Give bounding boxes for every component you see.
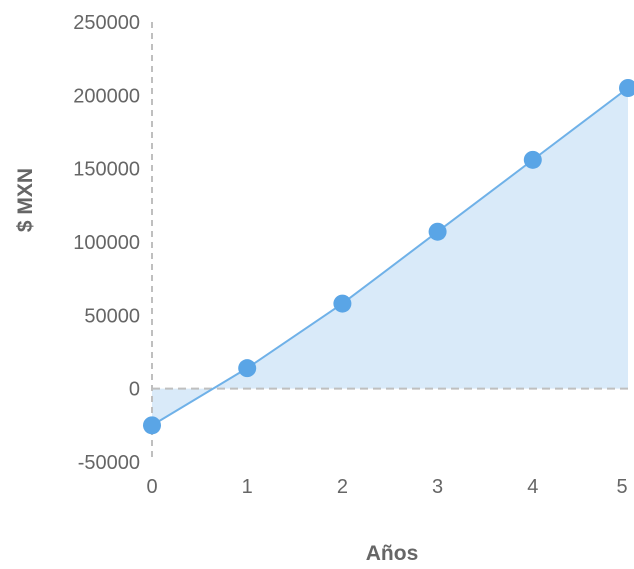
- y-tick-label: 100000: [73, 232, 140, 254]
- series-line-layer: [151, 87, 629, 427]
- data-point: [619, 79, 634, 97]
- data-point: [143, 416, 161, 435]
- y-tick-label: -50000: [78, 452, 140, 474]
- x-tick-label: 0: [146, 476, 157, 498]
- x-tick-label: 5: [616, 476, 627, 498]
- area-fill: [152, 88, 628, 426]
- area-fill-layer: [152, 88, 628, 426]
- axes-layer: [151, 22, 628, 462]
- y-tick-label: 150000: [73, 159, 140, 181]
- y-tick-label: 200000: [73, 85, 140, 107]
- tick-labels-layer: -50000 0 50000 100000 150000 200000 250000 0 1 2 3…: [73, 12, 627, 498]
- y-tick-label: 50000: [84, 305, 140, 327]
- series-line: [151, 87, 629, 427]
- data-point: [238, 359, 257, 378]
- y-axis-title: $ MXN: [14, 168, 37, 232]
- x-tick-label: 1: [242, 476, 253, 498]
- data-point: [428, 222, 447, 241]
- data-point: [523, 150, 542, 169]
- x-axis-title: Años: [366, 542, 419, 565]
- x-tick-label: 4: [527, 476, 538, 498]
- y-tick-label: 0: [129, 379, 140, 401]
- data-point: [333, 294, 352, 313]
- data-points-layer: [143, 79, 634, 435]
- x-tick-label: 2: [337, 476, 348, 498]
- y-tick-label: 250000: [73, 12, 140, 34]
- x-tick-label: 3: [432, 476, 443, 498]
